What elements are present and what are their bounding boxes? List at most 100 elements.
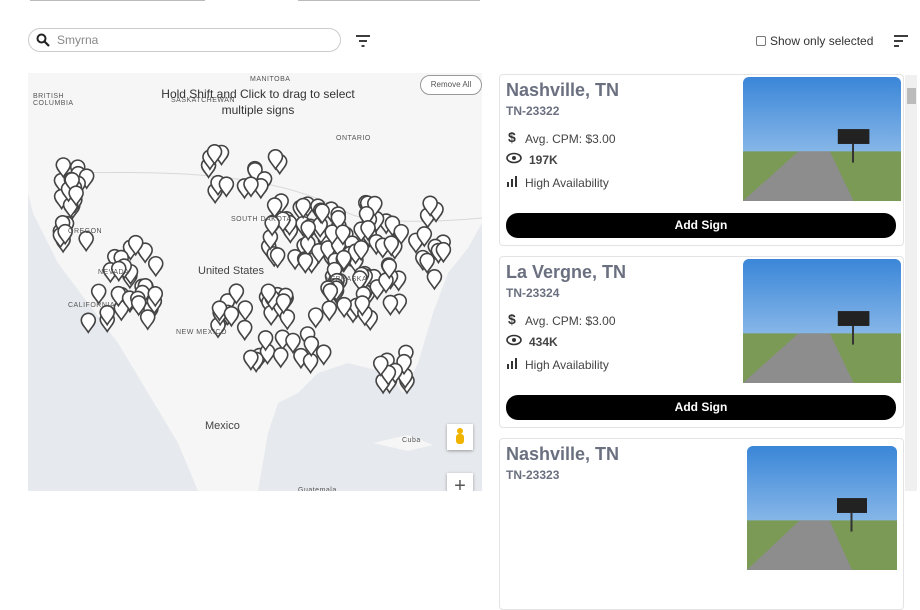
cpm-text: Avg. CPM: $3.00 xyxy=(525,131,616,146)
map-pin[interactable] xyxy=(353,240,369,262)
remove-all-button[interactable]: Remove All xyxy=(420,75,482,95)
map-pin[interactable] xyxy=(336,249,352,272)
map-pin[interactable] xyxy=(137,242,153,264)
views-icon xyxy=(506,152,522,167)
show-selected-toggle[interactable]: Show only selected xyxy=(756,34,873,48)
map-pin[interactable] xyxy=(315,344,332,366)
street-view-button[interactable] xyxy=(447,424,473,450)
scroll-thumb[interactable] xyxy=(907,88,916,104)
card-views: 434K xyxy=(506,334,558,349)
map-pin[interactable] xyxy=(260,283,277,305)
scrollbar xyxy=(905,75,917,491)
map-pin[interactable] xyxy=(272,347,289,369)
card-city: Nashville, TN xyxy=(506,444,620,464)
map-pin[interactable] xyxy=(223,306,240,328)
map-pin[interactable] xyxy=(335,224,351,246)
search-icon xyxy=(36,33,50,47)
map[interactable]: Hold Shift and Click to drag to select m… xyxy=(28,73,482,491)
map-canvas xyxy=(28,73,482,491)
map-label: United States xyxy=(198,265,265,277)
map-pin[interactable] xyxy=(419,252,435,275)
map-pin[interactable] xyxy=(243,176,259,198)
map-pin[interactable] xyxy=(382,294,399,317)
map-pin[interactable] xyxy=(435,241,452,264)
tab-line xyxy=(30,0,205,1)
map-pin[interactable] xyxy=(285,332,301,355)
map-label: SASKATCHEWAN xyxy=(171,97,235,104)
map-pin[interactable] xyxy=(68,185,84,207)
map-pin[interactable] xyxy=(330,210,347,232)
map-pin[interactable] xyxy=(80,312,97,334)
sort-icon[interactable] xyxy=(894,35,908,47)
views-text: 434K xyxy=(529,334,558,349)
map-pin[interactable] xyxy=(228,283,245,305)
add-sign-button[interactable]: Add Sign xyxy=(506,395,896,420)
map-pin[interactable] xyxy=(130,295,147,317)
svg-text:$: $ xyxy=(508,312,516,326)
map-pin[interactable] xyxy=(147,286,164,308)
map-label: CALIFORNIA xyxy=(68,302,116,309)
map-pin[interactable] xyxy=(267,149,284,171)
card-cpm: $ Avg. CPM: $3.00 xyxy=(506,311,616,329)
map-pin[interactable] xyxy=(236,319,253,342)
map-pin[interactable] xyxy=(381,258,398,280)
map-pin[interactable] xyxy=(64,172,80,194)
card-cpm: $ Avg. CPM: $3.00 xyxy=(506,129,616,147)
map-pin[interactable] xyxy=(393,223,410,246)
map-pin[interactable] xyxy=(275,293,292,315)
checkbox[interactable] xyxy=(756,36,766,46)
map-pin[interactable] xyxy=(352,270,368,292)
map-pin[interactable] xyxy=(321,300,338,322)
map-label: ONTARIO xyxy=(336,135,371,142)
views-text: 197K xyxy=(529,152,558,167)
map-pin[interactable] xyxy=(295,197,312,220)
zoom-in-button[interactable]: + xyxy=(447,473,473,491)
map-pin[interactable] xyxy=(269,247,286,269)
map-pin[interactable] xyxy=(147,255,164,278)
map-pin[interactable] xyxy=(300,219,316,242)
map-pin[interactable] xyxy=(354,295,371,317)
search-placeholder: Smyrna xyxy=(57,33,99,47)
availability-icon xyxy=(506,175,518,190)
map-pin[interactable] xyxy=(358,205,375,228)
map-pin[interactable] xyxy=(266,197,283,219)
map-pin[interactable] xyxy=(314,203,330,225)
map-pin[interactable] xyxy=(360,220,376,242)
map-label: NEBRASKA xyxy=(325,276,368,283)
card-city: La Vergne, TN xyxy=(506,262,627,282)
map-label: OREGON xyxy=(68,228,103,235)
map-pin[interactable] xyxy=(322,283,339,305)
map-pin[interactable] xyxy=(243,349,259,371)
map-pin[interactable] xyxy=(139,309,156,331)
map-pin[interactable] xyxy=(78,230,94,253)
map-pin[interactable] xyxy=(237,300,254,322)
map-pin[interactable] xyxy=(127,234,144,257)
map-pin[interactable] xyxy=(307,307,324,329)
map-pin[interactable] xyxy=(383,235,400,257)
search-box[interactable]: Smyrna xyxy=(28,28,341,52)
map-pin[interactable] xyxy=(422,195,438,217)
sign-card: La Vergne, TN TN-23324 $ Avg. CPM: $3.00 434… xyxy=(499,256,904,428)
map-pin[interactable] xyxy=(206,144,223,166)
map-pin[interactable] xyxy=(297,252,314,274)
map-pin[interactable] xyxy=(99,304,116,327)
map-pin[interactable] xyxy=(372,355,389,377)
add-sign-button[interactable]: Add Sign xyxy=(506,213,896,238)
map-pin[interactable] xyxy=(218,176,235,198)
card-id: TN-23324 xyxy=(506,286,560,300)
map-pin[interactable] xyxy=(416,226,433,248)
map-pin[interactable] xyxy=(55,157,72,179)
map-pin[interactable] xyxy=(279,309,296,331)
map-pin[interactable] xyxy=(336,296,352,319)
map-pin[interactable] xyxy=(57,223,73,246)
map-pin[interactable] xyxy=(264,215,280,237)
map-pin[interactable] xyxy=(257,330,274,352)
map-pin[interactable] xyxy=(110,260,127,283)
map-pin[interactable] xyxy=(303,335,320,358)
map-pin[interactable] xyxy=(90,283,107,305)
card-availability: High Availability xyxy=(506,175,609,190)
map-pin[interactable] xyxy=(426,269,443,291)
filter-icon[interactable] xyxy=(356,35,370,47)
sign-photo xyxy=(743,259,901,388)
cpm-text: Avg. CPM: $3.00 xyxy=(525,313,616,328)
